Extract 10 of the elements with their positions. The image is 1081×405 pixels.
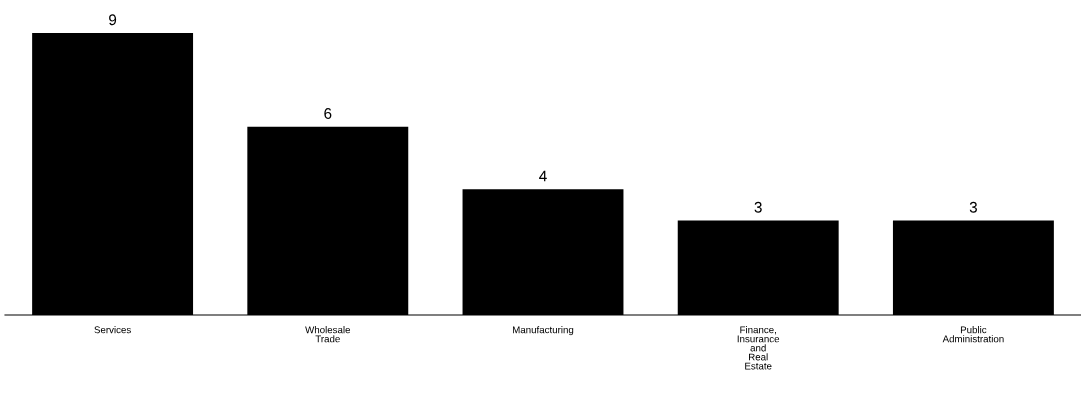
data-label: 3 [754,201,762,213]
x-tick-label: Manufacturing [513,326,574,336]
x-tick-label: Finance, Insurance and Real Estate [737,326,780,370]
data-label: 9 [109,14,117,26]
data-label: 4 [539,170,547,182]
x-tick-label: Public Administration [942,326,1004,343]
x-tick-label: Wholesale Trade [305,326,351,343]
data-label: 3 [969,201,977,213]
data-label: 6 [324,108,332,119]
x-tick-label: Services [94,326,131,334]
